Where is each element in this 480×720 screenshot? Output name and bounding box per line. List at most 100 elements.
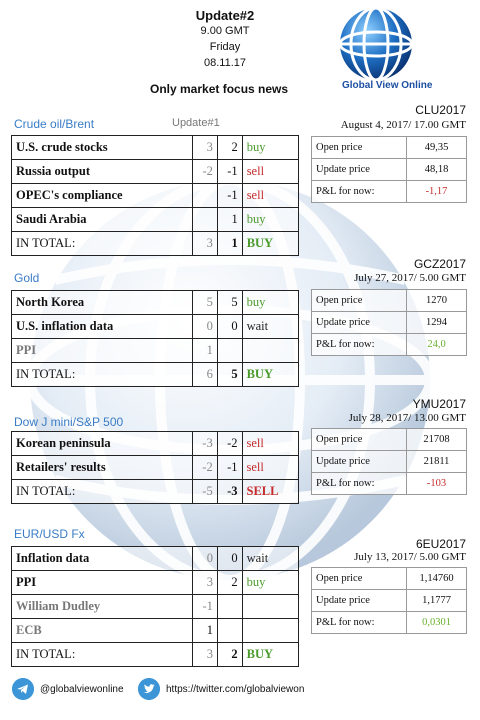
pl-label: P&L for now:: [311, 611, 407, 634]
open-price-label: Open price: [311, 136, 407, 159]
crude-position-table: Open price 49,35 Update price 48,18 P&L …: [311, 136, 467, 203]
eurusd-signal-table: Inflation data 0 0 wait PPI 3 2 buy Will…: [10, 546, 300, 667]
row-label: PPI: [10, 338, 194, 363]
row-prev: -3: [191, 431, 218, 456]
telegram-icon[interactable]: [12, 678, 34, 700]
row-label: IN TOTAL:: [10, 231, 194, 256]
section-title-dow: Dow J mini/S&P 500: [14, 415, 124, 429]
gold-signal-table: North Korea 5 5 buy U.S. inflation data …: [10, 290, 300, 387]
row-cur: 5: [216, 290, 243, 315]
row-prev: 1: [192, 618, 218, 643]
row-prev: [192, 183, 218, 208]
row-cur: -2: [216, 431, 243, 456]
pl-value: -1,17: [406, 180, 467, 203]
row-signal: buy: [241, 290, 300, 315]
row-signal: buy: [241, 135, 300, 160]
row-signal: BUY: [241, 642, 300, 667]
section-title-gold: Gold: [14, 271, 40, 285]
contract-date-dow: July 28, 2017/ 13.00 GMT: [348, 412, 466, 424]
row-cur: 0: [216, 314, 243, 339]
twitter-link[interactable]: https://twitter.com/globalviewon: [166, 684, 305, 695]
row-cur: -3: [216, 479, 243, 504]
table-row-total: IN TOTAL: 3 1 BUY: [10, 231, 300, 256]
row-label: IN TOTAL:: [10, 362, 194, 387]
row-cur: [216, 618, 243, 643]
table-row: Open price 1270: [311, 289, 467, 312]
table-row: P&L for now: 0,0301: [311, 611, 467, 634]
row-label: Inflation data: [10, 546, 194, 571]
table-row: Open price 1,14760: [311, 567, 467, 590]
header-date: 08.11.17: [203, 57, 246, 69]
update-price-label: Update price: [311, 158, 407, 181]
row-signal: sell: [241, 183, 300, 208]
row-signal: BUY: [241, 231, 300, 256]
row-prev: -1: [192, 594, 218, 619]
table-row: Saudi Arabia 1 buy: [10, 207, 300, 232]
logo-text: Global View Online: [342, 80, 433, 91]
table-row-total: IN TOTAL: -5 -3 SELL: [11, 479, 300, 504]
dow-position-table: Open price 21708 Update price 21811 P&L …: [311, 428, 467, 495]
table-row-total: IN TOTAL: 6 5 BUY: [10, 362, 300, 387]
row-prev: 0: [192, 546, 218, 571]
telegram-handle[interactable]: @globalviewonline: [40, 684, 124, 695]
row-signal: [241, 338, 300, 363]
row-signal: buy: [241, 570, 300, 595]
open-price-label: Open price: [311, 289, 407, 312]
row-cur: 0: [216, 546, 243, 571]
contract-date-gold: July 27, 2017/ 5.00 GMT: [354, 272, 466, 284]
row-label: Russia output: [10, 159, 194, 184]
page-title: Update#2: [195, 8, 255, 23]
row-label: PPI: [10, 570, 194, 595]
row-signal: buy: [241, 207, 300, 232]
section-note-update: Update#1: [172, 117, 220, 129]
table-row: P&L for now: 24,0: [311, 333, 467, 356]
row-prev: 6: [192, 362, 218, 387]
row-cur: 5: [216, 362, 243, 387]
row-signal: sell: [241, 455, 300, 480]
row-cur: -1: [216, 159, 243, 184]
twitter-icon[interactable]: [138, 678, 160, 700]
table-row: PPI 3 2 buy: [10, 570, 300, 595]
section-title-crude: Crude oil/Brent: [14, 117, 95, 131]
row-signal: wait: [241, 546, 300, 571]
table-row: William Dudley -1: [10, 594, 300, 619]
row-prev: 3: [192, 135, 218, 160]
row-signal: [241, 594, 300, 619]
table-row: Inflation data 0 0 wait: [10, 546, 300, 571]
header-time: 9.00 GMT: [200, 25, 250, 37]
open-price-value: 49,35: [406, 136, 467, 159]
open-price-label: Open price: [311, 428, 407, 451]
contract-date-crude: August 4, 2017/ 17.00 GMT: [340, 119, 466, 131]
contract-code-eurusd: 6EU2017: [415, 537, 466, 551]
contract-code-crude: CLU2017: [415, 103, 466, 117]
contract-code-dow: YMU2017: [412, 397, 466, 411]
table-row-total: IN TOTAL: 3 2 BUY: [10, 642, 300, 667]
gold-position-table: Open price 1270 Update price 1294 P&L fo…: [311, 289, 467, 356]
table-row: P&L for now: -1,17: [311, 180, 467, 203]
row-prev: -2: [191, 455, 218, 480]
row-prev: 0: [192, 314, 218, 339]
row-prev: 3: [192, 231, 218, 256]
pl-value: 0,0301: [406, 611, 467, 634]
contract-code-gold: GCZ2017: [413, 257, 466, 271]
row-label: Saudi Arabia: [10, 207, 194, 232]
update-price-value: 1294: [406, 311, 467, 334]
row-label: ECB: [10, 618, 194, 643]
pl-label: P&L for now:: [311, 472, 407, 495]
table-row: Update price 21811: [311, 450, 467, 473]
table-row: Russia output -2 -1 sell: [10, 159, 300, 184]
row-signal: [241, 618, 300, 643]
row-label: North Korea: [10, 290, 194, 315]
row-prev: -5: [191, 479, 218, 504]
row-signal: sell: [241, 431, 300, 456]
table-row: Open price 49,35: [311, 136, 467, 159]
update-price-value: 21811: [406, 450, 467, 473]
pl-value: -103: [406, 472, 467, 495]
row-cur: 1: [216, 207, 243, 232]
update-price-value: 1,1777: [406, 589, 467, 612]
row-cur: [216, 594, 243, 619]
row-signal: BUY: [241, 362, 300, 387]
row-cur: [216, 338, 243, 363]
contract-date-eurusd: July 13, 2017/ 5.00 GMT: [354, 551, 466, 563]
row-prev: -2: [192, 159, 218, 184]
